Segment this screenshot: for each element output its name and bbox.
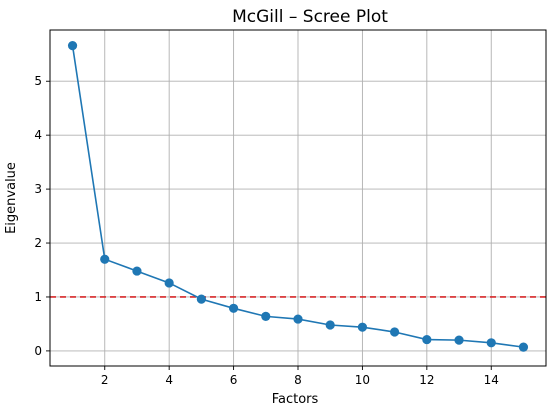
data-point: [518, 342, 529, 352]
data-point: [100, 254, 110, 264]
y-tick-label: 3: [34, 182, 42, 196]
y-tick-label: 5: [34, 74, 42, 88]
x-tick-label: 8: [294, 373, 302, 387]
grid-layer: [50, 30, 546, 366]
plot-frame: [49, 29, 547, 367]
y-tick-label: 1: [34, 290, 42, 304]
data-point: [422, 334, 432, 345]
data-point: [325, 320, 335, 330]
y-tick-label: 4: [34, 128, 42, 142]
x-tick-label: 4: [165, 373, 173, 387]
data-point: [132, 266, 142, 276]
data-point: [261, 311, 271, 321]
data-point: [293, 314, 303, 324]
x-tick-label: 14: [484, 373, 499, 387]
y-tick-label: 0: [34, 344, 42, 358]
x-tick-label: 12: [419, 373, 434, 387]
x-tick-label: 6: [230, 373, 238, 387]
data-point: [390, 327, 400, 337]
x-tick-label: 2: [101, 373, 109, 387]
y-axis-label: Eigenvalue: [4, 162, 19, 234]
data-point: [486, 338, 496, 348]
series-layer: [67, 41, 529, 352]
data-point: [228, 303, 239, 313]
data-point: [164, 278, 174, 288]
x-tick-label: 10: [355, 373, 370, 387]
data-point: [67, 41, 78, 51]
y-tick-label: 2: [34, 236, 42, 250]
chart-title: McGill – Scree Plot: [232, 7, 388, 27]
x-axis-label: Factors: [272, 392, 319, 407]
data-point: [454, 335, 464, 345]
data-point: [357, 322, 368, 332]
data-point: [196, 294, 206, 304]
